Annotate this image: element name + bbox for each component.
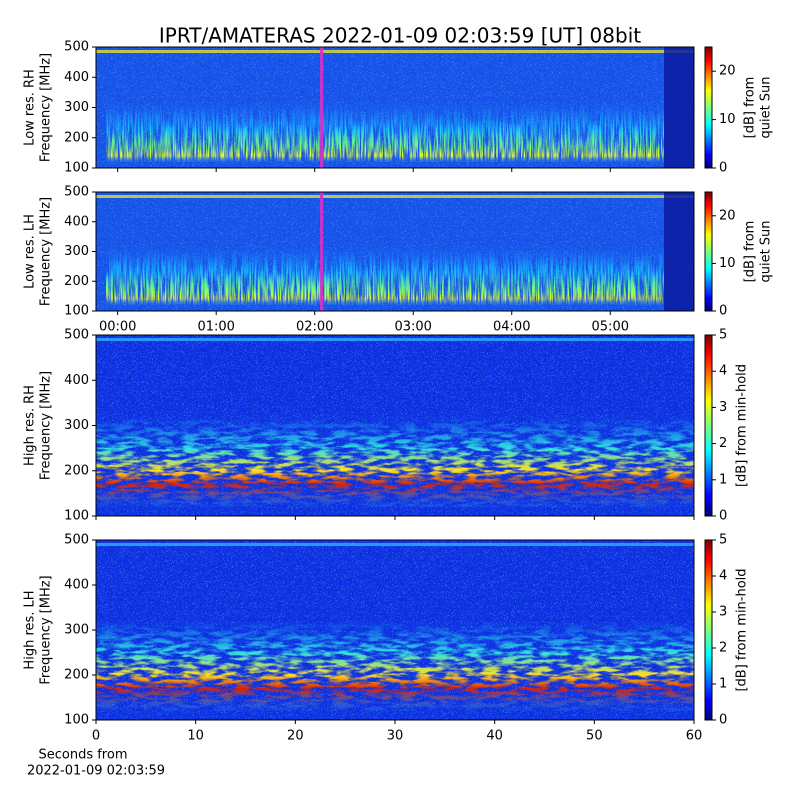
y-tick-label: 400 — [64, 373, 89, 388]
spectrogram-top-line — [96, 338, 694, 341]
colorbar-label: [dB] from min-hold — [735, 568, 750, 691]
y-tick-label: 300 — [64, 418, 89, 433]
spectrogram — [96, 540, 694, 720]
colorbar-tick-label: 0 — [719, 161, 727, 176]
y-tick-label: 200 — [64, 130, 89, 145]
y-tick-label: 500 — [64, 533, 89, 548]
x-tick-label: 02:00 — [296, 320, 333, 335]
y-tick-label: 400 — [64, 70, 89, 85]
spectrogram — [96, 47, 694, 168]
y-tick-label: 500 — [64, 328, 89, 343]
x-tick-label: 03:00 — [394, 320, 431, 335]
spectrogram-band — [106, 101, 664, 162]
y-axis-label: High res. LH — [23, 590, 38, 669]
x-axis-label: Seconds from — [38, 748, 127, 763]
y-axis-label: Frequency [MHz] — [39, 197, 54, 306]
colorbar-tick-label: 20 — [719, 208, 736, 223]
colorbar-tick-label: 2 — [719, 641, 727, 656]
colorbar-tick-label: 4 — [719, 569, 727, 584]
y-tick-label: 300 — [64, 623, 89, 638]
colorbar-tick-label: 3 — [719, 605, 727, 620]
colorbar-label: [dB] from — [743, 221, 758, 283]
y-axis-label: Frequency [MHz] — [39, 575, 54, 684]
colorbar-tick-label: 20 — [719, 64, 736, 79]
spectrogram-band — [106, 245, 664, 306]
colorbar-tick-label: 2 — [719, 436, 727, 451]
colorbar-tick-label: 0 — [719, 304, 727, 319]
x-tick-label: 04:00 — [493, 320, 530, 335]
colorbar-label: [dB] from — [743, 77, 758, 139]
y-tick-label: 300 — [64, 100, 89, 115]
x-tick-label: 0 — [92, 729, 100, 744]
colorbar-label: quiet Sun — [759, 220, 774, 282]
colorbar-tick-label: 3 — [719, 400, 727, 415]
x-tick-label: 40 — [486, 729, 503, 744]
colorbar-tick-label: 1 — [719, 472, 727, 487]
y-axis-label: Frequency [MHz] — [39, 53, 54, 162]
spectrogram-edge — [664, 192, 694, 311]
colorbar-tick-label: 4 — [719, 364, 727, 379]
colorbar-tick-label: 0 — [719, 713, 727, 728]
x-tick-label: 00:00 — [99, 320, 136, 335]
colorbar-label: quiet Sun — [759, 76, 774, 138]
colorbar — [704, 191, 713, 312]
y-tick-label: 200 — [64, 274, 89, 289]
y-tick-label: 500 — [64, 185, 89, 200]
x-tick-label: 01:00 — [197, 320, 234, 335]
colorbar-tick-label: 0 — [719, 509, 727, 524]
y-tick-label: 100 — [64, 304, 89, 319]
colorbar — [704, 539, 713, 721]
y-tick-label: 200 — [64, 668, 89, 683]
y-tick-label: 100 — [64, 161, 89, 176]
y-tick-label: 400 — [64, 214, 89, 229]
colorbar — [704, 334, 713, 517]
x-tick-label: 05:00 — [592, 320, 629, 335]
colorbar-label: [dB] from min-hold — [735, 364, 750, 487]
y-tick-label: 100 — [64, 509, 89, 524]
colorbar-tick-label: 5 — [719, 328, 727, 343]
colorbar-tick-label: 10 — [719, 256, 736, 271]
y-tick-label: 300 — [64, 244, 89, 259]
y-axis-label: Frequency [MHz] — [39, 371, 54, 480]
y-tick-label: 200 — [64, 463, 89, 478]
x-tick-label: 60 — [686, 729, 703, 744]
x-tick-label: 20 — [287, 729, 304, 744]
spectrogram-band — [96, 621, 694, 711]
y-axis-label: High res. RH — [23, 385, 38, 466]
x-tick-label: 50 — [586, 729, 603, 744]
colorbar-tick-label: 10 — [719, 112, 736, 127]
spectrogram-top-line — [96, 543, 694, 546]
spectrogram-band — [96, 416, 694, 507]
spectrogram-edge — [664, 47, 694, 168]
x-axis-label: 2022-01-09 02:03:59 — [27, 764, 165, 779]
spectrogram — [96, 192, 694, 311]
y-tick-label: 400 — [64, 578, 89, 593]
y-axis-label: Low res. LH — [23, 214, 38, 289]
colorbar-tick-label: 1 — [719, 677, 727, 692]
y-tick-label: 500 — [64, 40, 89, 55]
figure-title: IPRT/AMATERAS 2022-01-09 02:03:59 [UT] 0… — [159, 24, 641, 48]
spectrogram-top-line — [96, 50, 694, 53]
y-axis-label: Low res. RH — [23, 69, 38, 146]
colorbar-tick-label: 5 — [719, 533, 727, 548]
spectrogram-top-line — [96, 195, 694, 198]
x-tick-label: 30 — [387, 729, 404, 744]
colorbar — [704, 46, 713, 169]
spectrogram — [96, 335, 694, 516]
x-tick-label: 10 — [187, 729, 204, 744]
y-tick-label: 100 — [64, 713, 89, 728]
